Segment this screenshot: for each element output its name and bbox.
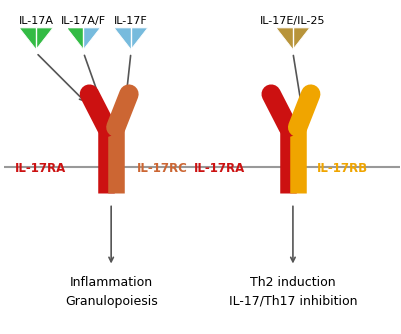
Polygon shape bbox=[83, 28, 100, 49]
Text: IL-17RC: IL-17RC bbox=[137, 162, 188, 175]
Text: IL-17A/F: IL-17A/F bbox=[61, 16, 106, 26]
Text: Inflammation: Inflammation bbox=[70, 276, 153, 289]
Text: IL-17RA: IL-17RA bbox=[194, 162, 245, 175]
Text: IL-17/Th17 inhibition: IL-17/Th17 inhibition bbox=[229, 295, 357, 308]
Text: IL-17F: IL-17F bbox=[114, 16, 148, 26]
Text: Granulopoiesis: Granulopoiesis bbox=[65, 295, 158, 308]
Text: IL-17E/IL-25: IL-17E/IL-25 bbox=[260, 16, 326, 26]
Text: IL-17RB: IL-17RB bbox=[317, 162, 368, 175]
Text: IL-17A: IL-17A bbox=[18, 16, 54, 26]
Polygon shape bbox=[114, 28, 148, 49]
Polygon shape bbox=[19, 28, 53, 49]
Polygon shape bbox=[67, 28, 83, 49]
Polygon shape bbox=[276, 28, 310, 49]
Text: IL-17RA: IL-17RA bbox=[14, 162, 66, 175]
Text: Th2 induction: Th2 induction bbox=[250, 276, 336, 289]
